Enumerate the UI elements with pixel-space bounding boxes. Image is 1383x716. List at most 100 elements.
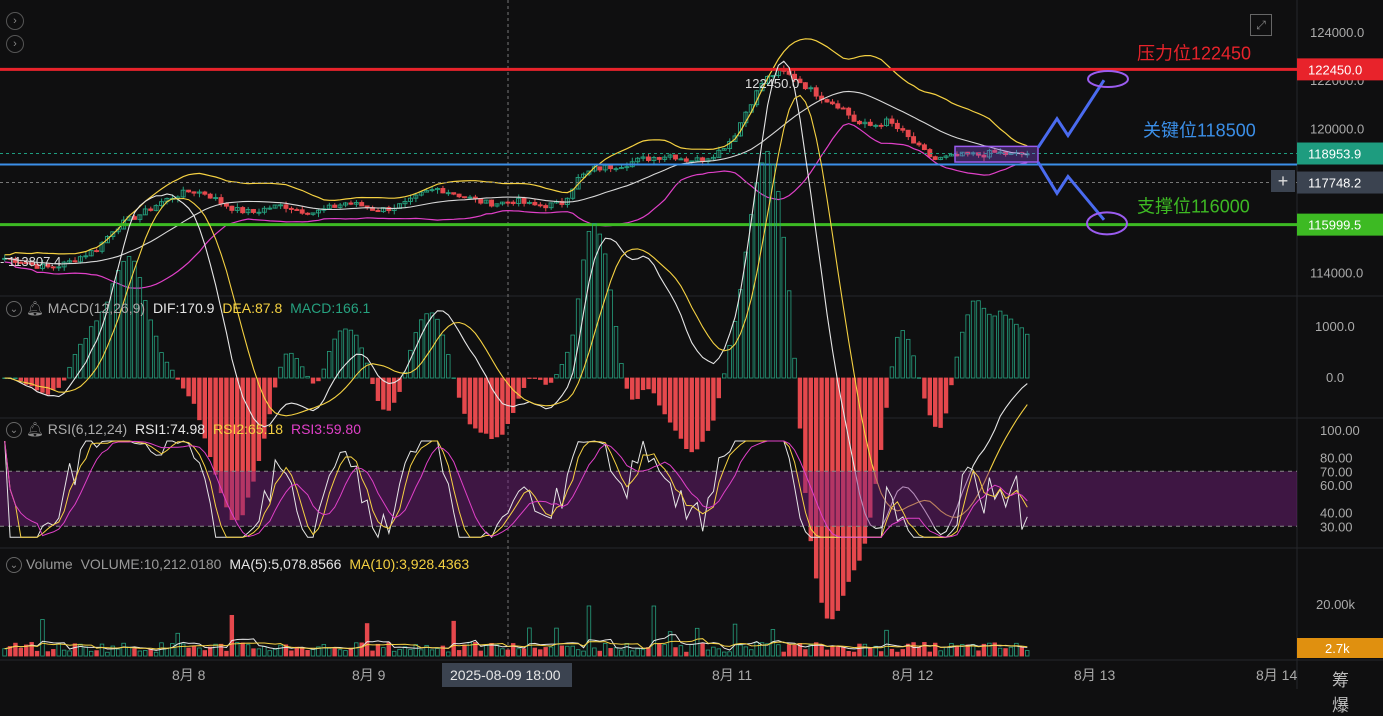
volume-bar xyxy=(565,645,570,657)
macd-tick-label: 0.0 xyxy=(1326,370,1344,385)
volume-bar xyxy=(711,646,716,657)
volume-bar xyxy=(402,646,408,657)
fullscreen-icon[interactable]: ⤢ xyxy=(1250,14,1272,36)
volume-bar xyxy=(684,651,689,657)
candle-body xyxy=(353,202,359,205)
volume-bar xyxy=(635,648,640,657)
rsi3-line xyxy=(4,440,1028,538)
macd-histogram-bar xyxy=(954,356,960,379)
rsi-tick-label: 60.00 xyxy=(1320,478,1353,493)
candle-body xyxy=(343,202,348,206)
volume-bar xyxy=(759,642,765,657)
macd-histogram-bar xyxy=(299,366,305,379)
macd-histogram-bar xyxy=(202,377,207,439)
macd-histogram-bar xyxy=(862,377,868,544)
candle-body xyxy=(88,250,94,257)
candle-body xyxy=(256,211,262,214)
volume-bar xyxy=(657,642,662,657)
candle-body xyxy=(348,202,354,205)
volume-bar xyxy=(943,646,949,657)
volume-bar xyxy=(776,644,781,657)
candle-body xyxy=(797,78,803,84)
bell-icon[interactable]: 🔔︎ xyxy=(26,300,44,316)
chart-canvas[interactable]: 124000.0122000.0120000.0118000.0116000.0… xyxy=(0,0,1383,689)
candle-body xyxy=(943,155,949,158)
price-tag xyxy=(1297,213,1383,236)
macd-histogram-bar xyxy=(835,377,841,611)
macd-histogram-bar xyxy=(126,256,132,379)
volume-bar xyxy=(716,648,722,657)
volume-bar xyxy=(1019,647,1024,657)
volume-bar xyxy=(419,649,424,657)
volume-bar xyxy=(148,649,153,657)
macd-histogram-bar xyxy=(803,377,808,493)
candle-body xyxy=(559,200,565,205)
volume-bar xyxy=(40,619,45,657)
volume-bar xyxy=(505,649,510,657)
volume-bar xyxy=(283,644,289,657)
volume-bar xyxy=(619,649,624,657)
macd-dif-line xyxy=(4,60,1028,536)
volume-bar xyxy=(413,644,419,657)
macd-histogram-bar xyxy=(278,366,283,379)
volume-bar xyxy=(575,649,581,657)
macd-histogram-bar xyxy=(997,310,1003,379)
candle-body xyxy=(635,157,641,163)
bollinger-upper xyxy=(4,38,1028,256)
candle-body xyxy=(878,124,884,127)
volume-bar xyxy=(170,643,175,657)
add-level-button[interactable]: + xyxy=(1271,170,1295,192)
volume-bar xyxy=(391,650,397,657)
bollinger-lower xyxy=(4,122,1028,289)
corner-tools[interactable]: 筹 爆 xyxy=(1332,671,1357,715)
candle-body xyxy=(867,121,873,126)
volume-bar xyxy=(29,642,34,657)
rsi-tick-label: 70.00 xyxy=(1320,464,1353,479)
candle-body xyxy=(34,263,40,269)
volume-bar xyxy=(202,650,207,657)
chevron-right-icon-2[interactable]: › xyxy=(6,35,24,53)
macd-histogram-bar xyxy=(911,355,916,379)
candle-body xyxy=(424,190,430,193)
macd-histogram-bar xyxy=(116,270,121,379)
macd-histogram-bar xyxy=(191,377,197,404)
price-tag xyxy=(1297,142,1383,165)
rsi-tick-label: 100.00 xyxy=(1320,423,1360,438)
chevron-right-icon[interactable]: › xyxy=(6,12,24,30)
candle-body xyxy=(667,154,673,158)
candle-body xyxy=(56,266,62,269)
macd-histogram-bar xyxy=(494,377,500,438)
volume-bar xyxy=(440,645,446,657)
collapse-icon[interactable]: ⌄ xyxy=(6,422,22,439)
candle-body xyxy=(261,207,267,213)
volume-bar xyxy=(435,648,440,657)
macd-histogram-bar xyxy=(489,377,494,439)
volume-title: Volume xyxy=(26,556,73,572)
candle-body xyxy=(305,212,311,215)
volume-bar xyxy=(548,646,554,657)
macd-histogram-bar xyxy=(884,377,889,408)
volume-bar xyxy=(132,648,137,657)
macd-histogram-bar xyxy=(240,377,245,516)
collapse-icon[interactable]: ⌄ xyxy=(6,557,22,574)
volume-bar xyxy=(749,649,754,657)
collapse-icon[interactable]: ⌄ xyxy=(6,301,22,318)
bell-icon[interactable]: 🔔︎ xyxy=(26,421,44,437)
candle-body xyxy=(218,197,224,205)
macd-histogram-bar xyxy=(218,377,224,494)
x-axis-label: 8月 11 xyxy=(712,667,752,683)
volume-bar xyxy=(700,642,705,657)
candle-body xyxy=(45,263,51,268)
macd-histogram-bar xyxy=(759,162,765,379)
macd-histogram-bar xyxy=(943,377,949,414)
candle-body xyxy=(310,212,316,215)
macd-histogram-bar xyxy=(565,351,570,379)
volume-bar xyxy=(786,644,792,657)
candle-body xyxy=(483,199,489,204)
macd-histogram-bar xyxy=(841,377,846,596)
macd-histogram-bar xyxy=(781,236,786,379)
volume-bar xyxy=(602,643,608,657)
volume-bar xyxy=(2,648,7,657)
volume-bar xyxy=(94,650,99,657)
volume-bar xyxy=(321,644,327,657)
